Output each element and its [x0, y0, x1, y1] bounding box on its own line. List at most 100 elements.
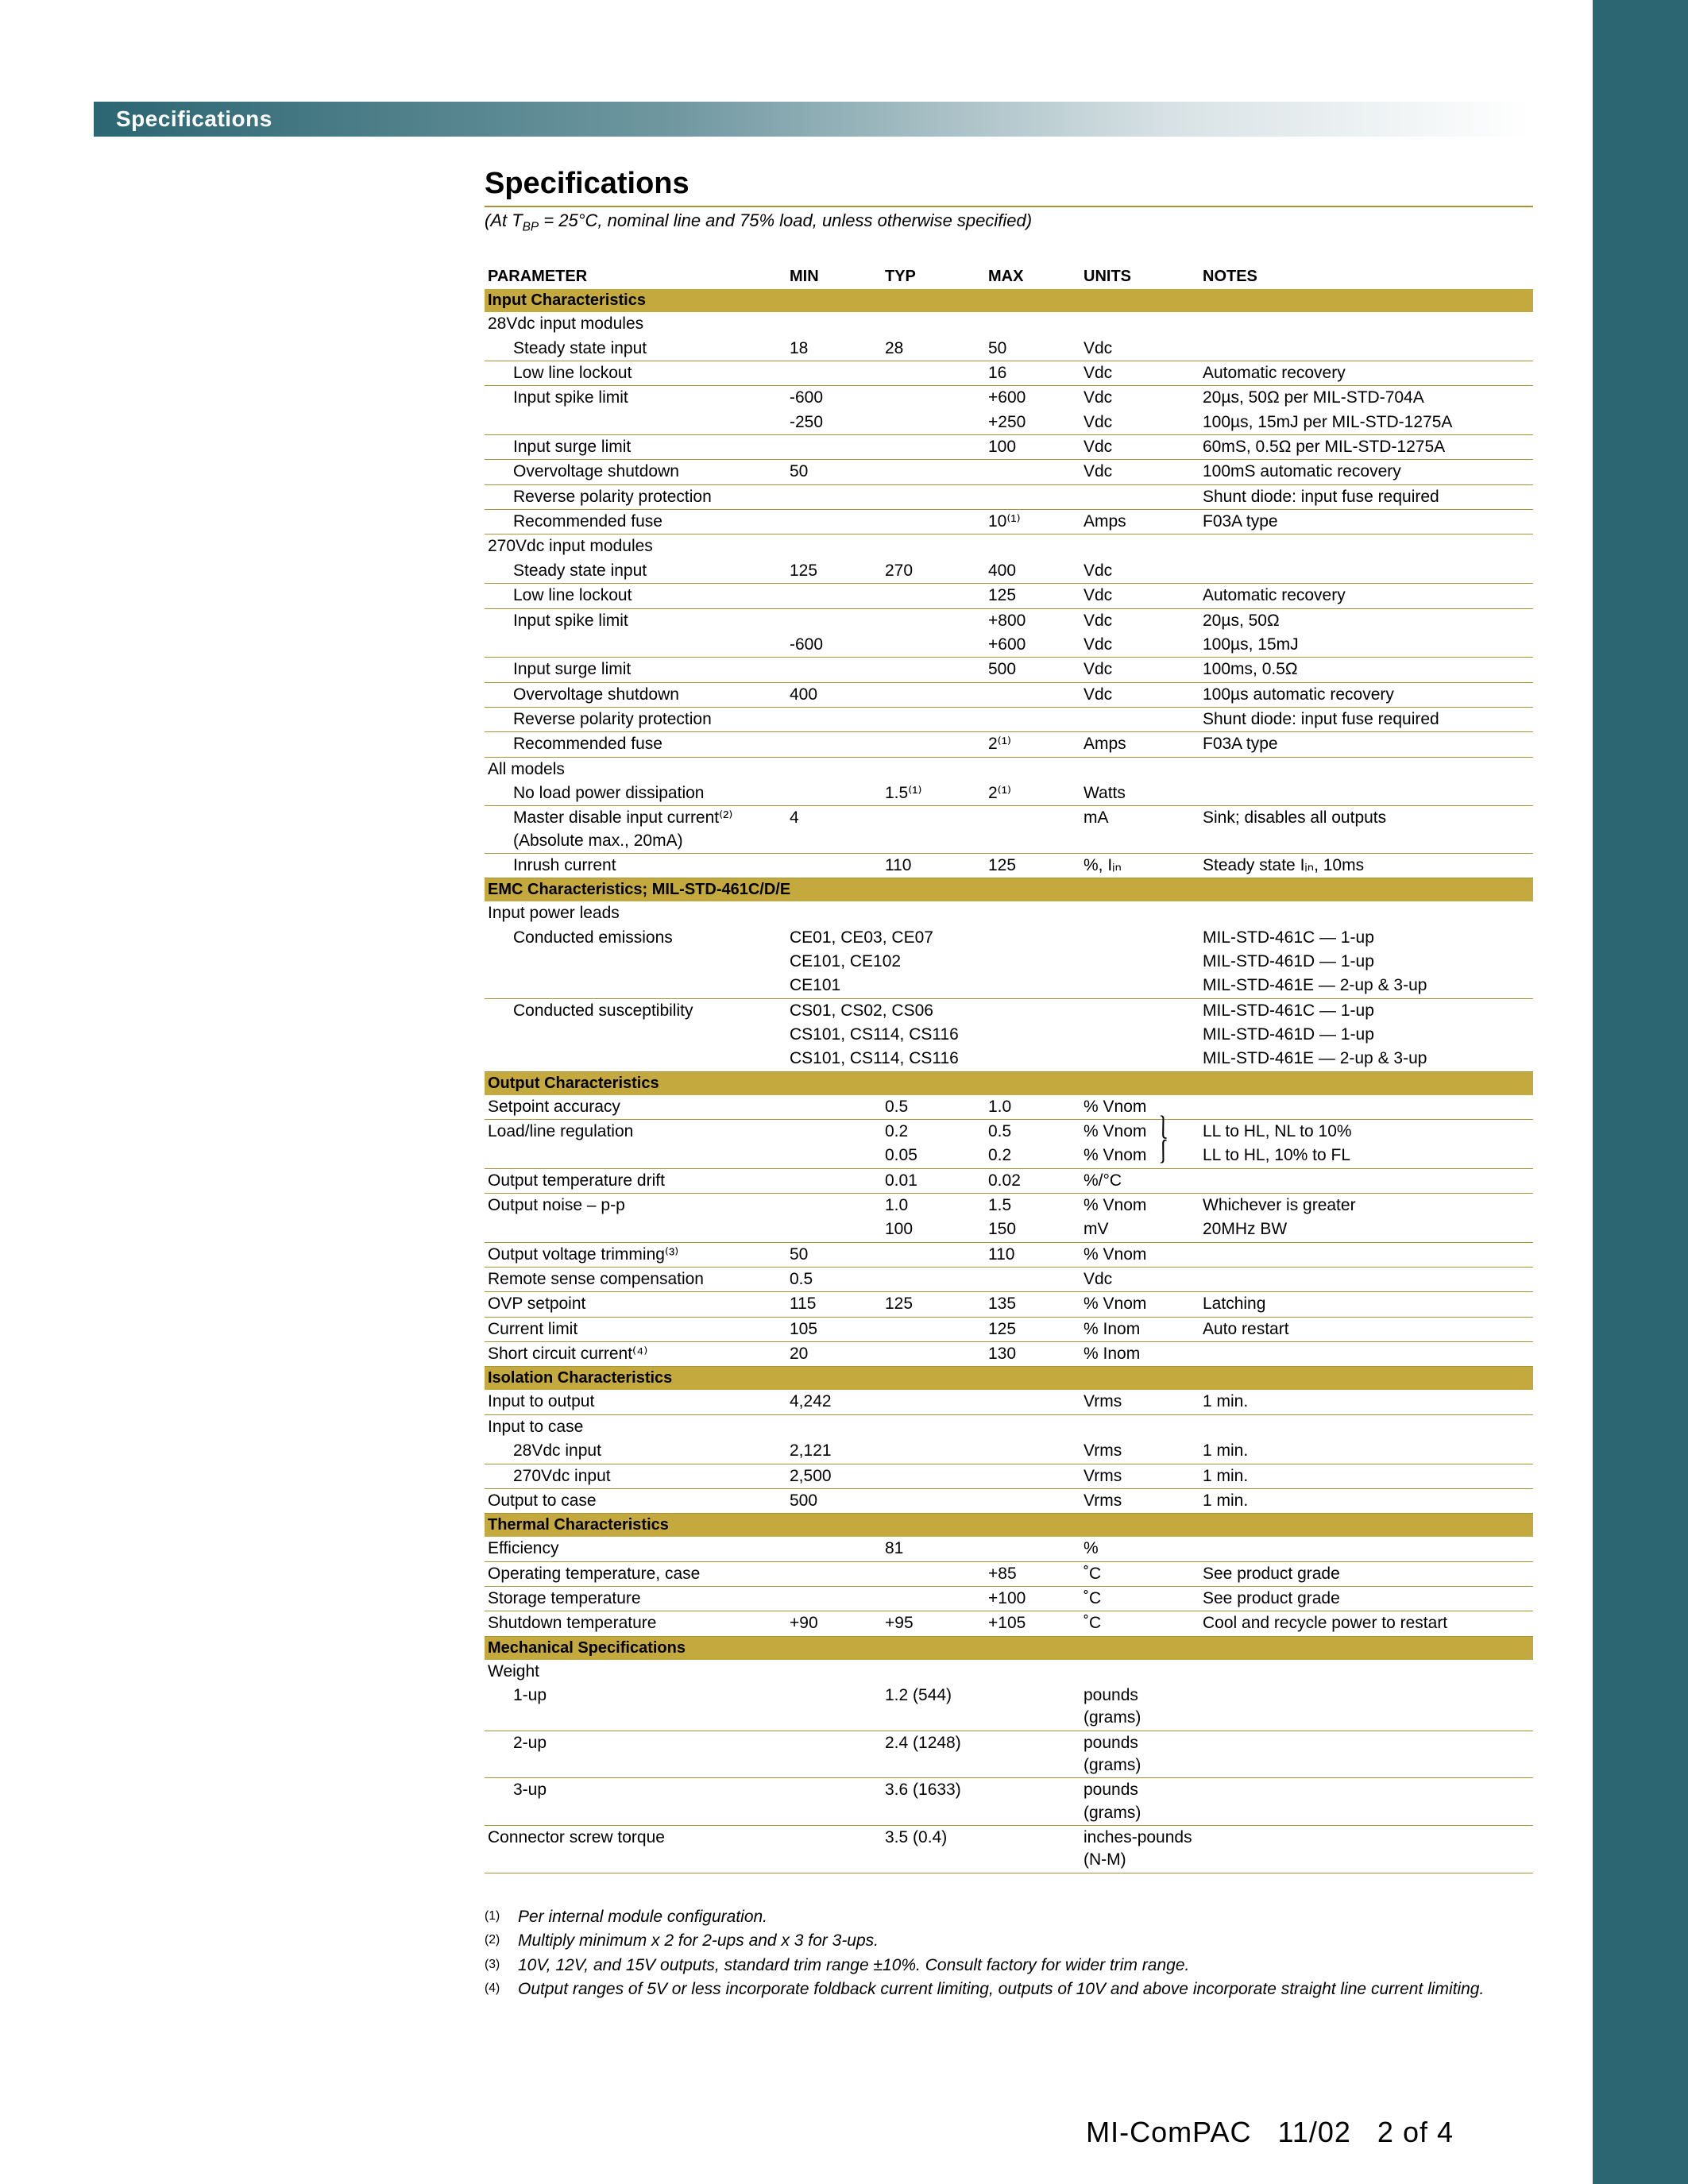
cell: 0.2 — [882, 1120, 985, 1144]
cell: ˚C — [1080, 1611, 1199, 1636]
cell: inches-pounds (N-M) — [1080, 1825, 1199, 1873]
cell — [786, 584, 882, 608]
table-row: Shutdown temperature+90+95+105˚CCool and… — [485, 1611, 1533, 1636]
cell: OVP setpoint — [485, 1292, 786, 1317]
cell — [882, 435, 985, 460]
footer-date: 11/02 — [1277, 2116, 1350, 2148]
cell: 100 — [985, 435, 1080, 460]
cell: Vrms — [1080, 1439, 1199, 1464]
cell: 1 min. — [1199, 1439, 1533, 1464]
cell: 100mS automatic recovery — [1199, 460, 1533, 484]
cell: 16 — [985, 361, 1080, 386]
cell: CE101, CE102 — [786, 950, 1080, 974]
cell: LL to HL, NL to 10% — [1199, 1120, 1533, 1144]
cell — [985, 1464, 1080, 1488]
cell: 100ms, 0.5Ω — [1199, 658, 1533, 682]
conditions-note: (At TBP = 25°C, nominal line and 75% loa… — [485, 210, 1533, 234]
cell: Storage temperature — [485, 1586, 786, 1611]
cell — [985, 1390, 1080, 1414]
table-row: Efficiency81% — [485, 1537, 1533, 1561]
cell: Operating temperature, case — [485, 1561, 786, 1586]
cell: Low line lockout — [485, 584, 786, 608]
cell — [985, 707, 1080, 731]
sub-header: Input power leads — [485, 901, 1533, 925]
cell: 1.0 — [882, 1194, 985, 1218]
title-rule — [485, 206, 1533, 207]
cell — [1199, 337, 1533, 361]
table-row: OVP setpoint115125135% VnomLatching — [485, 1292, 1533, 1317]
table-row: Steady state input182850Vdc — [485, 337, 1533, 361]
table-row: -600+600Vdc100µs, 15mJ — [485, 633, 1533, 658]
cell: Cool and recycle power to restart — [1199, 1611, 1533, 1636]
cell: 4,242 — [786, 1390, 882, 1414]
table-row: Setpoint accuracy0.51.0% Vnom — [485, 1095, 1533, 1120]
cell: Output to case — [485, 1488, 786, 1513]
cell — [882, 1268, 985, 1292]
cell: % Vnom — [1080, 1292, 1199, 1317]
table-row: Recommended fuse2⁽¹⁾AmpsF03A type — [485, 732, 1533, 757]
cell — [786, 1684, 882, 1731]
cell: Low line lockout — [485, 361, 786, 386]
cell — [786, 1586, 882, 1611]
cell — [786, 853, 882, 878]
cell — [882, 386, 985, 411]
cell: Remote sense compensation — [485, 1268, 786, 1292]
cell: 2⁽¹⁾ — [985, 732, 1080, 757]
cell — [1080, 926, 1199, 950]
cell: 100µs, 15mJ per MIL-STD-1275A — [1199, 411, 1533, 435]
cell: Vdc — [1080, 435, 1199, 460]
cell: 1 min. — [1199, 1464, 1533, 1488]
sub-header: Input to case — [485, 1414, 1533, 1439]
cell: 125 — [985, 1317, 1080, 1341]
cell: Input surge limit — [485, 435, 786, 460]
cell: 50 — [786, 1242, 882, 1267]
cell: Automatic recovery — [1199, 361, 1533, 386]
cell: -600 — [786, 633, 882, 658]
cell — [485, 974, 786, 998]
table-row: Reverse polarity protectionShunt diode: … — [485, 484, 1533, 509]
table-row: Output noise – p-p1.01.5% VnomWhichever … — [485, 1194, 1533, 1218]
cell — [1199, 1778, 1533, 1826]
cell: 0.01 — [882, 1168, 985, 1193]
cell: Shunt diode: input fuse required — [1199, 484, 1533, 509]
cell: Steady state Iᵢₙ, 10ms — [1199, 853, 1533, 878]
cell — [985, 1439, 1080, 1464]
table-row: CS101, CS114, CS116MIL-STD-461D — 1-up — [485, 1023, 1533, 1047]
table-row: Input to output4,242Vrms1 min. — [485, 1390, 1533, 1414]
cell: -600 — [786, 386, 882, 411]
cell: Sink; disables all outputs — [1199, 806, 1533, 854]
cell — [1199, 1825, 1533, 1873]
cell: ˚C — [1080, 1586, 1199, 1611]
cell: 0.5 — [882, 1095, 985, 1120]
table-row: CE101MIL-STD-461E — 2-up & 3-up — [485, 974, 1533, 998]
cell: 135 — [985, 1292, 1080, 1317]
table-row: Load/line regulation0.20.5% Vnom ⎱LL to … — [485, 1120, 1533, 1144]
cell: 100µs, 15mJ — [1199, 633, 1533, 658]
sub-header: Weight — [485, 1660, 1533, 1684]
cell — [786, 1561, 882, 1586]
table-row: 1-up1.2 (544)pounds (grams) — [485, 1684, 1533, 1731]
cell: % Vnom — [1080, 1242, 1199, 1267]
cell — [1199, 1731, 1533, 1778]
sub-header: All models — [485, 757, 1533, 781]
cell: MIL-STD-461E — 2-up & 3-up — [1199, 974, 1533, 998]
cell — [985, 1825, 1080, 1873]
sub-header: 270Vdc input modules — [485, 534, 1533, 559]
cell: 110 — [882, 853, 985, 878]
cell — [1199, 1342, 1533, 1367]
table-row: 2-up2.4 (1248)pounds (grams) — [485, 1731, 1533, 1778]
cell — [786, 1778, 882, 1826]
col-units: UNITS — [1080, 264, 1199, 289]
cell: +105 — [985, 1611, 1080, 1636]
cell: 4 — [786, 806, 882, 854]
col-notes: NOTES — [1199, 264, 1533, 289]
cell: 0.02 — [985, 1168, 1080, 1193]
table-row: Inrush current110125%, IᵢₙSteady state I… — [485, 853, 1533, 878]
cell: Input surge limit — [485, 658, 786, 682]
table-row: Output temperature drift0.010.02%/°C — [485, 1168, 1533, 1193]
cell: % Vnom — [1080, 1095, 1199, 1120]
cell: 400 — [985, 559, 1080, 584]
cell: 0.2 — [985, 1144, 1080, 1168]
cell: Automatic recovery — [1199, 584, 1533, 608]
cell: 125 — [985, 584, 1080, 608]
